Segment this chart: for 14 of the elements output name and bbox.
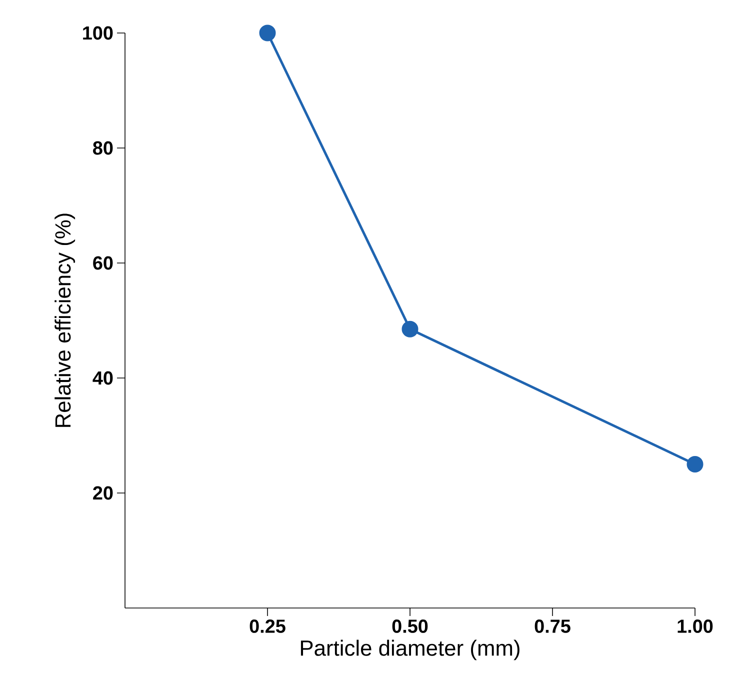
y-tick-label: 100 (83, 26, 113, 40)
y-tick-label: 60 (93, 256, 113, 270)
y-tick-label: 20 (93, 486, 113, 500)
x-axis-title: Particle diameter (mm) (300, 640, 520, 660)
point (402, 320, 418, 338)
y-tick-label: 40 (92, 371, 113, 385)
x-tick-label: 0.25 (250, 620, 286, 633)
y-axis-title: Relative efficiency (%) (54, 214, 76, 427)
y-tick-label: 80 (93, 141, 113, 155)
x-tick-label: 0.50 (392, 620, 428, 633)
point (259, 24, 276, 42)
x-tick-label: 0.75 (534, 620, 570, 633)
x-tick-label: 1.00 (678, 620, 713, 633)
point (686, 456, 704, 472)
